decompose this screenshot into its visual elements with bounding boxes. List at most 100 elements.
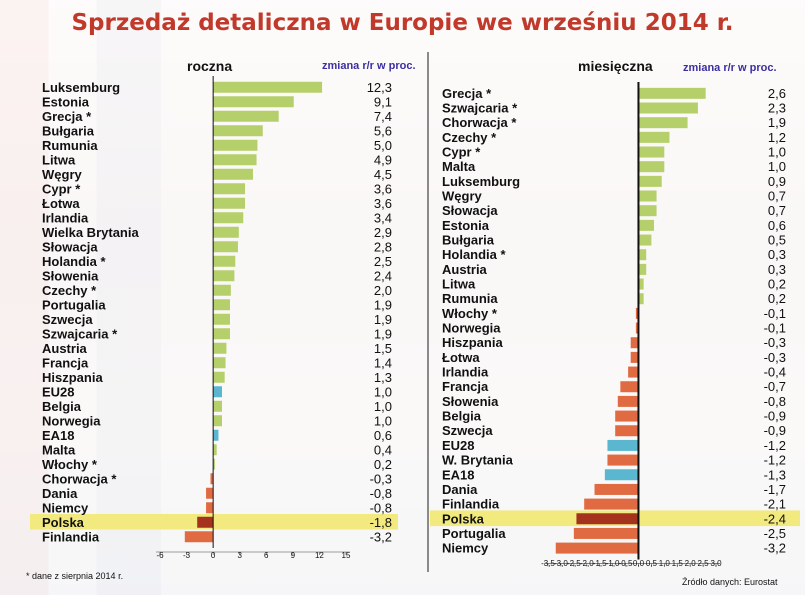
- annual-category-label: Wielka Brytania: [42, 225, 139, 240]
- monthly-bar: [638, 131, 670, 143]
- monthly-category-label: Portugalia: [442, 526, 506, 541]
- annual-category-label: Łotwa: [42, 196, 80, 211]
- annual-bar: [213, 313, 230, 325]
- annual-bar: [213, 328, 230, 340]
- monthly-value-label: 2,3: [768, 101, 786, 116]
- monthly-value-label: -0,8: [764, 394, 786, 409]
- annual-category-label: Luksemburg: [42, 80, 120, 95]
- annual-value-label: 5,0: [374, 138, 392, 153]
- annual-unit-label: zmiana r/r w proc.: [322, 60, 416, 72]
- monthly-x-tick-label: -1,5: [593, 559, 607, 568]
- monthly-value-label: 2,6: [768, 86, 786, 101]
- annual-category-label: Norwegia: [42, 413, 101, 428]
- annual-bar: [213, 139, 258, 151]
- monthly-value-label: -3,2: [764, 541, 786, 556]
- annual-value-label: 4,5: [374, 167, 392, 182]
- annual-bar: [213, 168, 253, 180]
- monthly-value-label: 1,2: [768, 130, 786, 145]
- annual-category-label: Chorwacja *: [42, 471, 117, 486]
- monthly-x-tick-label: -2,5: [567, 559, 581, 568]
- monthly-value-label: -0,3: [764, 335, 786, 350]
- monthly-bar: [638, 117, 688, 129]
- monthly-bar: [576, 513, 639, 525]
- monthly-x-tick-label: -3,5: [541, 559, 555, 568]
- monthly-value-label: -1,2: [764, 438, 786, 453]
- monthly-value-label: -1,2: [764, 453, 786, 468]
- monthly-category-label: Szwecja: [442, 423, 493, 438]
- annual-bar: [184, 531, 214, 543]
- monthly-category-label: Chorwacja *: [442, 115, 517, 130]
- monthly-bar: [635, 322, 639, 334]
- annual-value-label: 1,9: [374, 312, 392, 327]
- monthly-category-label: Słowenia: [442, 394, 499, 409]
- monthly-panel-title: miesięczna: [578, 58, 653, 74]
- annual-value-label: 2,8: [374, 239, 392, 254]
- annual-bar: [213, 226, 239, 238]
- annual-value-label: 3,6: [374, 196, 392, 211]
- monthly-bar: [638, 234, 652, 246]
- monthly-category-label: Francja: [442, 379, 489, 394]
- annual-bar: [197, 516, 214, 528]
- annual-category-label: Słowenia: [42, 268, 99, 283]
- monthly-bar: [638, 102, 698, 114]
- monthly-bar: [635, 307, 639, 319]
- annual-category-label: Malta: [42, 442, 76, 457]
- annual-category-label: Czechy *: [42, 283, 97, 298]
- monthly-value-label: -0,9: [764, 409, 786, 424]
- annual-bar: [213, 110, 279, 122]
- annual-bar: [213, 255, 236, 267]
- annual-bar: [206, 502, 214, 514]
- monthly-value-label: 0,5: [768, 233, 786, 248]
- annual-category-label: Grecja *: [42, 109, 92, 124]
- monthly-category-label: Hiszpania: [442, 335, 503, 350]
- annual-bar: [210, 473, 214, 485]
- monthly-bar: [638, 205, 657, 217]
- monthly-value-label: 0,3: [768, 247, 786, 262]
- monthly-bar: [638, 263, 647, 275]
- footnote: * dane z sierpnia 2014 r.: [26, 571, 124, 581]
- monthly-category-label: EU28: [442, 438, 475, 453]
- annual-category-label: Irlandia: [42, 210, 89, 225]
- chart-title: Sprzedaż detaliczna w Europie we wrześni…: [71, 10, 734, 36]
- monthly-category-label: Szwajcaria *: [442, 101, 518, 116]
- annual-value-label: 3,6: [374, 181, 392, 196]
- annual-category-label: Finlandia: [42, 529, 100, 544]
- monthly-bar: [638, 175, 662, 187]
- monthly-category-label: Malta: [442, 159, 476, 174]
- annual-value-label: 2,4: [374, 268, 392, 283]
- annual-value-label: 2,9: [374, 225, 392, 240]
- annual-value-label: 3,4: [374, 210, 392, 225]
- monthly-bar: [630, 337, 639, 349]
- monthly-bar: [638, 161, 665, 173]
- monthly-x-tick-label: 0,0: [633, 559, 645, 568]
- annual-value-label: 1,4: [374, 355, 392, 370]
- annual-value-label: 2,5: [374, 254, 392, 269]
- monthly-value-label: -0,3: [764, 350, 786, 365]
- monthly-category-label: Węgry: [442, 189, 483, 204]
- monthly-category-label: Dania: [442, 482, 478, 497]
- annual-bar: [213, 183, 246, 195]
- annual-category-label: EA18: [42, 428, 75, 443]
- annual-category-label: Cypr *: [42, 181, 81, 196]
- annual-bar: [213, 458, 215, 470]
- monthly-category-label: Norwegia: [442, 321, 501, 336]
- annual-category-label: Austria: [42, 341, 88, 356]
- annual-value-label: 9,1: [374, 94, 392, 109]
- annual-value-label: 1,0: [374, 384, 392, 399]
- monthly-value-label: 0,7: [768, 203, 786, 218]
- monthly-category-label: Finlandia: [442, 497, 500, 512]
- annual-value-label: 0,6: [374, 428, 392, 443]
- monthly-bar: [617, 395, 639, 407]
- annual-value-label: 12,3: [367, 80, 392, 95]
- annual-bar: [213, 154, 257, 166]
- annual-category-label: Słowacja: [42, 239, 98, 254]
- annual-bar: [213, 371, 225, 383]
- annual-category-label: Portugalia: [42, 297, 106, 312]
- annual-category-label: Szwecja: [42, 312, 93, 327]
- monthly-category-label: Irlandia: [442, 365, 489, 380]
- annual-bar: [213, 96, 294, 108]
- monthly-category-label: Litwa: [442, 277, 476, 292]
- monthly-category-label: Holandia *: [442, 247, 507, 262]
- monthly-value-label: 0,6: [768, 218, 786, 233]
